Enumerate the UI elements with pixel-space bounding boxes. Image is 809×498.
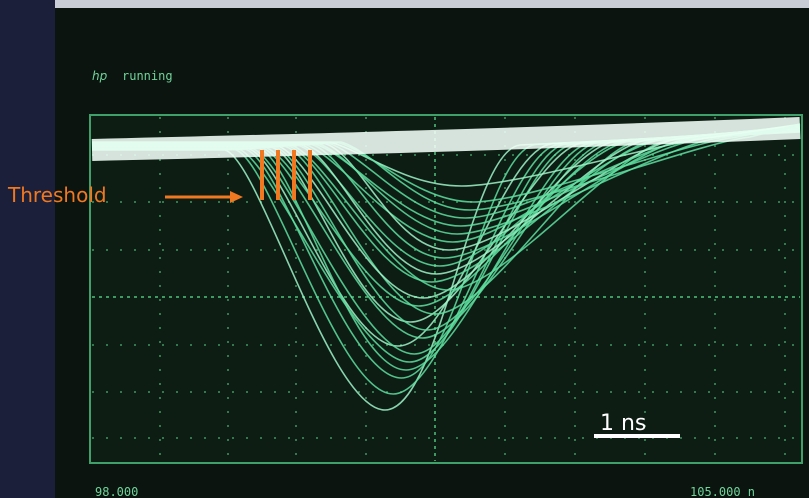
scope-screen: [90, 115, 802, 463]
threshold-label: Threshold: [7, 183, 107, 207]
page: hp running 98.000 105.000 n Threshold 1 …: [0, 0, 809, 498]
scale-label: 1 ns: [600, 411, 646, 436]
photo-top-edge: [55, 0, 809, 8]
footer-right: 105.000 n: [690, 485, 755, 498]
brand: hp: [92, 69, 108, 83]
scene: hp running 98.000 105.000 n Threshold 1 …: [0, 0, 809, 498]
status: running: [122, 69, 173, 83]
footer-left: 98.000: [95, 485, 138, 498]
